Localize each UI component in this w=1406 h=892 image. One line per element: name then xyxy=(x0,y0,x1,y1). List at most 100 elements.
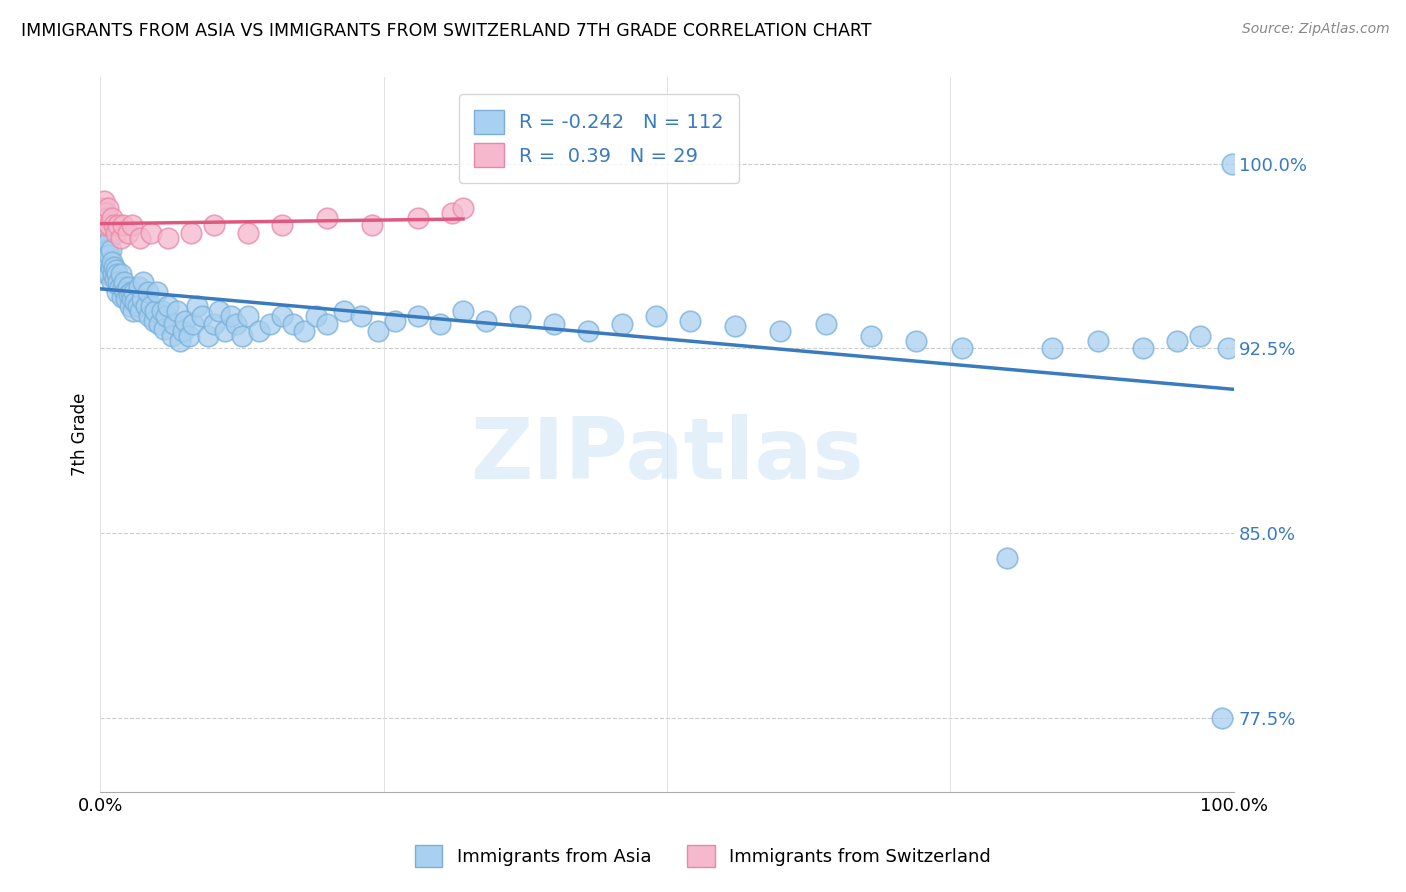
Point xyxy=(177,329,200,343)
Point xyxy=(509,310,531,324)
Point xyxy=(105,262,128,277)
Point xyxy=(166,304,188,318)
Point xyxy=(93,218,115,232)
Point xyxy=(111,290,134,304)
Point xyxy=(270,218,292,232)
Point xyxy=(138,310,160,324)
Point xyxy=(94,235,117,250)
Point xyxy=(98,268,121,282)
Point xyxy=(724,319,747,334)
Point xyxy=(174,314,197,328)
Point xyxy=(305,310,328,324)
Point xyxy=(91,226,114,240)
Point xyxy=(236,226,259,240)
Point xyxy=(114,285,136,299)
Point xyxy=(316,317,339,331)
Point xyxy=(1220,156,1243,170)
Point xyxy=(101,268,124,282)
Point xyxy=(474,314,496,328)
Point xyxy=(90,206,112,220)
Point xyxy=(1042,342,1064,356)
Point xyxy=(208,304,231,318)
Point xyxy=(143,304,166,318)
Point xyxy=(406,211,429,225)
Point xyxy=(100,275,122,289)
Point xyxy=(610,317,633,331)
Point xyxy=(91,201,114,215)
Point xyxy=(814,317,837,331)
Point xyxy=(131,292,153,306)
Point xyxy=(186,300,208,314)
Point xyxy=(1166,334,1188,348)
Point xyxy=(576,324,599,338)
Point xyxy=(451,304,474,318)
Point xyxy=(105,268,128,282)
Point xyxy=(1132,342,1154,356)
Point xyxy=(148,317,170,331)
Point xyxy=(97,255,120,269)
Point xyxy=(429,317,451,331)
Point xyxy=(1087,334,1109,348)
Point xyxy=(180,226,202,240)
Point xyxy=(103,218,125,232)
Point xyxy=(128,280,150,294)
Point xyxy=(100,243,122,257)
Point xyxy=(153,321,176,335)
Point xyxy=(97,235,120,250)
Point xyxy=(157,300,180,314)
Point xyxy=(105,226,128,240)
Point xyxy=(197,329,219,343)
Point xyxy=(905,334,928,348)
Point xyxy=(141,300,163,314)
Point xyxy=(104,272,127,286)
Point xyxy=(191,310,214,324)
Point xyxy=(160,329,183,343)
Text: ZIPatlas: ZIPatlas xyxy=(470,415,863,498)
Point xyxy=(94,230,117,244)
Point xyxy=(107,275,129,289)
Point xyxy=(105,285,128,299)
Point xyxy=(292,324,315,338)
Point xyxy=(117,280,139,294)
Point xyxy=(202,317,225,331)
Point xyxy=(950,342,973,356)
Point xyxy=(367,324,389,338)
Point xyxy=(316,211,339,225)
Point xyxy=(1216,342,1239,356)
Point xyxy=(110,230,132,244)
Point xyxy=(118,300,141,314)
Point xyxy=(440,206,463,220)
Point xyxy=(111,280,134,294)
Point xyxy=(995,550,1018,565)
Point xyxy=(91,235,114,250)
Point xyxy=(112,275,135,289)
Point xyxy=(96,243,118,257)
Point xyxy=(108,280,131,294)
Point xyxy=(94,206,117,220)
Point xyxy=(350,310,373,324)
Point xyxy=(219,310,242,324)
Point xyxy=(98,218,121,232)
Point xyxy=(96,268,118,282)
Point xyxy=(93,194,115,208)
Point xyxy=(132,275,155,289)
Point xyxy=(94,218,117,232)
Point xyxy=(136,285,159,299)
Point xyxy=(644,310,666,324)
Point xyxy=(281,317,304,331)
Point xyxy=(543,317,565,331)
Point xyxy=(93,255,115,269)
Point xyxy=(121,218,143,232)
Point xyxy=(361,218,384,232)
Point xyxy=(135,300,157,314)
Point xyxy=(91,211,114,225)
Point xyxy=(107,218,129,232)
Point xyxy=(122,304,145,318)
Point xyxy=(384,314,406,328)
Point xyxy=(118,287,141,301)
Point xyxy=(103,260,125,274)
Point xyxy=(115,292,138,306)
Y-axis label: 7th Grade: 7th Grade xyxy=(72,392,89,476)
Point xyxy=(146,285,169,299)
Point xyxy=(127,300,149,314)
